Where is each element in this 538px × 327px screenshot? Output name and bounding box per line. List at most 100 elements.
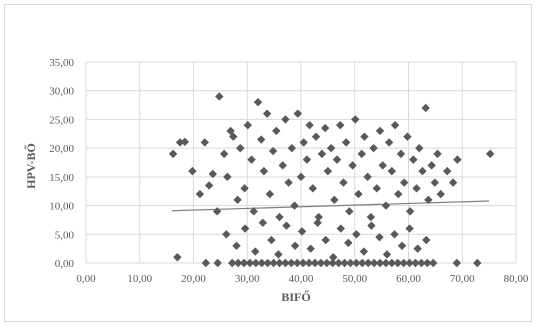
data-point (290, 241, 300, 250)
data-point (427, 161, 436, 170)
data-point (351, 115, 360, 124)
data-point (257, 258, 266, 268)
data-point (298, 258, 308, 268)
data-point (253, 98, 263, 107)
data-point (354, 189, 363, 199)
y-tick-label: 10,00 (49, 201, 74, 213)
data-point (409, 155, 418, 164)
data-point (390, 120, 400, 130)
data-point (284, 178, 293, 187)
trendline-layer (171, 200, 490, 212)
data-point (257, 135, 266, 144)
data-point (473, 258, 482, 268)
data-point (424, 195, 433, 205)
data-point (320, 123, 330, 133)
data-point (336, 224, 345, 233)
data-point (394, 189, 403, 199)
data-point (332, 155, 342, 164)
trendline (171, 200, 490, 212)
data-point (314, 212, 323, 222)
data-point (293, 258, 302, 268)
data-point (281, 115, 290, 124)
y-tick-label: 35,00 (49, 57, 74, 69)
y-tick-label: 25,00 (49, 114, 74, 126)
data-point (341, 138, 351, 147)
data-point (486, 149, 495, 159)
data-point (352, 258, 361, 268)
x-tick-label: 50,00 (342, 273, 367, 285)
data-point (204, 181, 214, 190)
data-point (381, 201, 391, 210)
data-point (247, 155, 256, 164)
data-point (275, 258, 284, 268)
data-point (357, 149, 366, 159)
data-point (387, 166, 397, 176)
data-point (317, 149, 327, 159)
data-point (229, 132, 238, 141)
data-point (429, 258, 438, 268)
data-point (168, 149, 178, 159)
data-point (297, 227, 307, 236)
data-point (263, 258, 272, 268)
data-point (405, 207, 415, 216)
data-point (233, 195, 242, 205)
data-point (367, 221, 376, 230)
data-point (201, 258, 211, 268)
data-point (372, 184, 381, 193)
data-point (452, 258, 462, 268)
data-point (399, 258, 408, 268)
data-point (448, 178, 458, 187)
data-point (258, 218, 268, 227)
data-point (326, 143, 336, 153)
tick-labels: 0,00 10,00 20,00 30,00 40,00 50,00 60,00 70,00 8… (49, 57, 529, 285)
data-point (411, 258, 420, 268)
data-point (213, 258, 222, 268)
data-point (345, 207, 354, 216)
data-point (418, 166, 427, 176)
data-point (369, 143, 378, 153)
data-point (348, 161, 357, 170)
data-point (212, 207, 222, 216)
data-point (382, 250, 392, 259)
data-point (375, 126, 385, 136)
data-point (423, 258, 432, 268)
data-point (268, 146, 278, 156)
x-tick-label: 80,00 (504, 273, 529, 285)
data-point (236, 143, 245, 153)
data-point (311, 132, 321, 141)
data-point (393, 258, 402, 268)
data-point (275, 212, 284, 222)
data-point (390, 230, 399, 239)
data-point (328, 258, 337, 268)
data-point (223, 172, 232, 182)
data-point (316, 258, 326, 268)
data-point (267, 235, 276, 245)
data-point (387, 258, 397, 268)
data-point (453, 155, 462, 164)
data-point (287, 258, 296, 268)
data-point (281, 258, 290, 268)
data-point (265, 189, 275, 199)
data-point (219, 149, 229, 159)
data-point (397, 241, 407, 250)
y-tick-label: 20,00 (49, 143, 74, 155)
data-point (346, 258, 355, 268)
data-point (381, 258, 391, 268)
data-point (443, 166, 452, 176)
data-points (168, 92, 495, 268)
data-point (384, 138, 394, 147)
data-point (415, 143, 424, 153)
data-point (358, 258, 367, 268)
data-point (330, 195, 339, 205)
x-tick-label: 70,00 (450, 273, 475, 285)
y-tick-label: 0,00 (55, 258, 75, 270)
data-point (282, 221, 291, 230)
data-point (173, 253, 182, 262)
data-point (240, 184, 249, 193)
data-point (436, 189, 445, 199)
data-point (180, 137, 190, 147)
data-point (302, 155, 312, 164)
data-point (313, 218, 322, 227)
data-point (336, 120, 345, 130)
